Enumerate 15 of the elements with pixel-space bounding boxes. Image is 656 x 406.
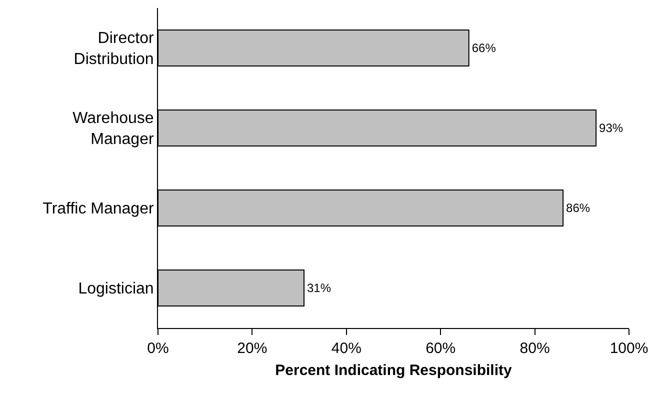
y-tick-label: Director Distribution [74,30,154,68]
y-tick-label: Logistician [78,280,154,298]
x-tick-label: 20% [237,340,268,357]
data-label: 31% [307,281,332,295]
x-tick-label: 60% [426,340,456,357]
x-axis-title: Percent Indicating Responsibility [275,362,513,379]
x-tick-label: 0% [147,340,169,357]
y-tick-label: Warehouse Manager [72,110,154,148]
data-label: 66% [472,41,496,55]
data-label: 93% [599,121,624,135]
x-tick-label: 100% [610,340,648,357]
y-tick-label: Traffic Manager [42,200,154,218]
x-tick-label: 40% [331,340,362,357]
data-label: 86% [566,201,590,215]
x-tick-label: 80% [520,340,550,357]
